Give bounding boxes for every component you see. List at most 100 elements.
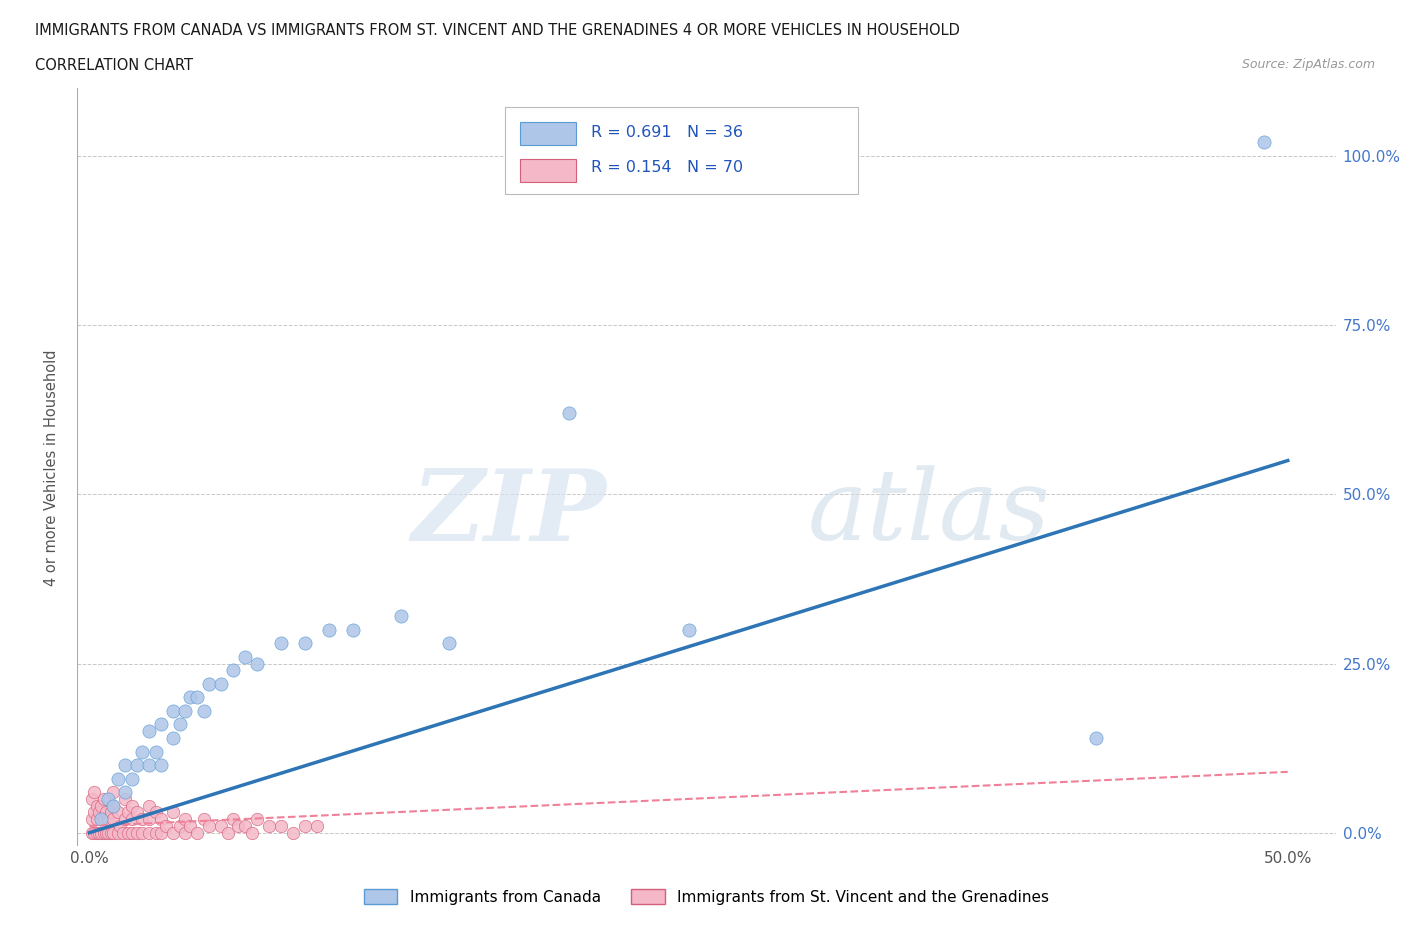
Point	[150, 758, 173, 773]
Point	[145, 744, 167, 759]
Point	[209, 818, 232, 833]
FancyBboxPatch shape	[520, 159, 575, 181]
Point	[131, 825, 153, 840]
Point	[179, 818, 201, 833]
Point	[138, 798, 160, 813]
Point	[103, 798, 125, 813]
Point	[678, 622, 700, 637]
Point	[150, 825, 173, 840]
Point	[162, 731, 184, 746]
Point	[100, 825, 122, 840]
Point	[87, 825, 110, 840]
Point	[145, 805, 167, 820]
Point	[557, 405, 579, 420]
Point	[90, 798, 112, 813]
Point	[294, 636, 316, 651]
Point	[86, 825, 108, 840]
Point	[94, 805, 117, 820]
Text: atlas: atlas	[807, 465, 1050, 561]
Point	[198, 676, 221, 691]
Point	[226, 818, 249, 833]
Point	[83, 805, 105, 820]
Point	[117, 825, 139, 840]
Point	[138, 724, 160, 738]
Point	[83, 825, 105, 840]
Point	[131, 812, 153, 827]
Point	[240, 825, 263, 840]
Point	[111, 825, 134, 840]
Point	[1253, 135, 1275, 150]
Point	[233, 818, 256, 833]
Point	[150, 812, 173, 827]
Point	[155, 818, 177, 833]
Point	[222, 812, 245, 827]
Point	[169, 717, 191, 732]
Text: R = 0.154   N = 70: R = 0.154 N = 70	[591, 161, 742, 176]
Point	[103, 812, 125, 827]
Point	[174, 703, 197, 718]
Text: R = 0.691   N = 36: R = 0.691 N = 36	[591, 125, 742, 140]
Point	[294, 818, 316, 833]
Point	[1085, 731, 1108, 746]
Point	[121, 798, 143, 813]
Point	[150, 717, 173, 732]
Point	[121, 812, 143, 827]
Point	[93, 812, 115, 827]
Text: ZIP: ZIP	[411, 465, 606, 561]
Point	[138, 758, 160, 773]
Point	[437, 636, 460, 651]
Point	[305, 818, 328, 833]
FancyBboxPatch shape	[520, 123, 575, 145]
Point	[342, 622, 364, 637]
Point	[107, 771, 129, 786]
Point	[80, 791, 103, 806]
Point	[86, 812, 108, 827]
Text: IMMIGRANTS FROM CANADA VS IMMIGRANTS FROM ST. VINCENT AND THE GRENADINES 4 OR MO: IMMIGRANTS FROM CANADA VS IMMIGRANTS FRO…	[35, 23, 960, 38]
Point	[246, 812, 269, 827]
Point	[103, 825, 125, 840]
Point	[100, 805, 122, 820]
Point	[121, 825, 143, 840]
Point	[198, 818, 221, 833]
Point	[121, 771, 143, 786]
Text: CORRELATION CHART: CORRELATION CHART	[35, 58, 193, 73]
Point	[117, 805, 139, 820]
Point	[193, 812, 215, 827]
Point	[222, 663, 245, 678]
Point	[318, 622, 340, 637]
Point	[162, 703, 184, 718]
Point	[169, 818, 191, 833]
Legend: Immigrants from Canada, Immigrants from St. Vincent and the Grenadines: Immigrants from Canada, Immigrants from …	[357, 883, 1056, 910]
Point	[107, 805, 129, 820]
Point	[127, 758, 149, 773]
Point	[174, 812, 197, 827]
Point	[114, 758, 136, 773]
Point	[127, 825, 149, 840]
Point	[138, 812, 160, 827]
Point	[83, 785, 105, 800]
Point	[193, 703, 215, 718]
Point	[107, 825, 129, 840]
Point	[87, 805, 110, 820]
Point	[114, 785, 136, 800]
Point	[80, 825, 103, 840]
Point	[97, 791, 120, 806]
Point	[217, 825, 239, 840]
Point	[186, 690, 208, 705]
Text: Source: ZipAtlas.com: Source: ZipAtlas.com	[1241, 58, 1375, 71]
Point	[186, 825, 208, 840]
Point	[97, 825, 120, 840]
Point	[127, 805, 149, 820]
Point	[110, 818, 132, 833]
Point	[103, 798, 125, 813]
Point	[93, 791, 115, 806]
Point	[270, 636, 292, 651]
FancyBboxPatch shape	[505, 107, 858, 194]
Point	[138, 825, 160, 840]
Point	[114, 812, 136, 827]
Point	[80, 812, 103, 827]
Point	[114, 791, 136, 806]
Y-axis label: 4 or more Vehicles in Household: 4 or more Vehicles in Household	[44, 349, 59, 586]
Point	[97, 812, 120, 827]
Point	[162, 805, 184, 820]
